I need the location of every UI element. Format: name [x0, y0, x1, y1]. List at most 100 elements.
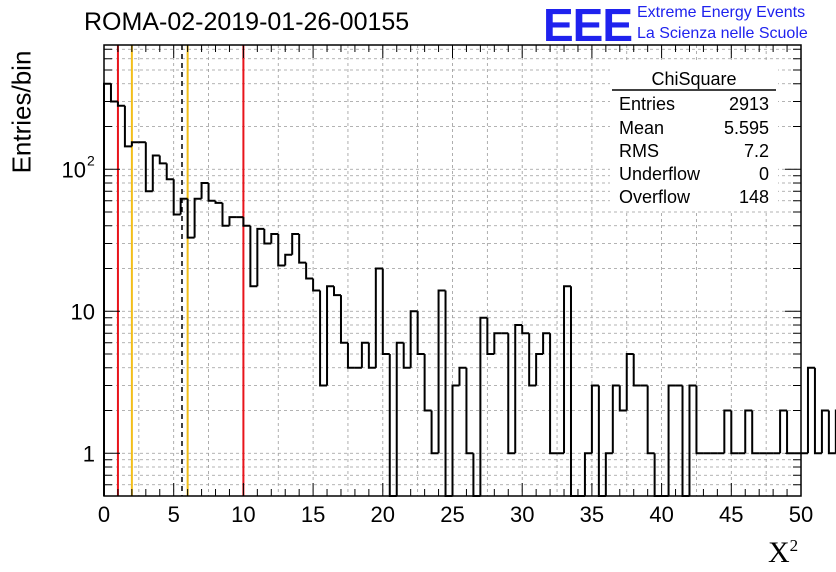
- histogram-bin: [611, 384, 620, 454]
- histogram-bin: [242, 217, 251, 227]
- histogram-bin: [298, 233, 307, 264]
- histogram-bin: [179, 197, 188, 215]
- histogram-bin: [326, 285, 335, 386]
- histogram-bin: [681, 385, 690, 497]
- histogram-bin: [333, 286, 341, 297]
- histogram-bin: [144, 142, 153, 193]
- histogram-bin: [388, 354, 397, 497]
- histogram-bin: [193, 197, 202, 238]
- histogram-bin: [779, 409, 788, 454]
- histogram-bin: [374, 267, 383, 368]
- histogram-bin: [458, 366, 467, 386]
- x-tick-label: 30: [510, 502, 534, 527]
- histogram-bin: [130, 141, 139, 147]
- histogram-bin: [563, 285, 571, 454]
- eee-logo-mark: EEE: [543, 0, 633, 51]
- x-axis-label-superscript: 2: [789, 536, 799, 555]
- stats-value-underflow: 0: [759, 164, 769, 184]
- histogram-bin: [165, 163, 174, 181]
- histogram-bin: [319, 290, 328, 387]
- histogram-bin: [625, 353, 634, 411]
- x-tick-label: 40: [649, 502, 673, 527]
- histogram-bin: [688, 384, 697, 496]
- histogram-bin: [723, 409, 732, 454]
- histogram-bin: [123, 105, 132, 148]
- x-tick-label: 50: [789, 502, 813, 527]
- histogram-bin: [186, 198, 195, 239]
- histogram-bin: [151, 154, 160, 192]
- stats-label-rms: RMS: [619, 141, 659, 161]
- x-tick-label: 20: [371, 502, 395, 527]
- histogram-bin: [646, 385, 655, 455]
- histogram-bin: [360, 341, 369, 368]
- histogram-bin: [493, 332, 502, 355]
- stats-box-background: [610, 62, 778, 210]
- histogram-bin: [270, 232, 279, 244]
- histogram-bin: [291, 232, 300, 255]
- histogram-bin: [116, 101, 125, 107]
- stats-value-entries: 2913: [729, 94, 769, 114]
- histogram-bin: [549, 333, 558, 455]
- histogram-bin: [786, 410, 795, 455]
- histogram-bin: [751, 410, 760, 455]
- logo-text-line2: La Scienza nelle Scuole: [637, 25, 808, 42]
- histogram-bin: [437, 289, 446, 454]
- x-tick-label: 35: [580, 502, 604, 527]
- histogram-bin: [214, 200, 223, 204]
- chart-title: ROMA-02-2019-01-26-00155: [84, 8, 410, 36]
- stats-label-overflow: Overflow: [619, 187, 691, 207]
- histogram-bin: [451, 384, 460, 496]
- histogram-bin: [277, 233, 286, 267]
- x-tick-labels: 0 5 10 15 20 25 30 35 40 45 50: [98, 502, 813, 527]
- histogram-bin: [695, 385, 704, 455]
- stats-label-mean: Mean: [619, 118, 664, 138]
- y-tick-label-10: 10: [71, 299, 95, 324]
- stats-box: ChiSquare Entries 2913 Mean 5.595 RMS 7.…: [610, 62, 778, 210]
- histogram-bin: [667, 384, 676, 496]
- histogram-bin: [820, 409, 829, 454]
- stats-value-rms: 7.2: [744, 141, 769, 161]
- histogram-bin: [339, 295, 348, 344]
- x-tick-label: 45: [719, 502, 743, 527]
- y-tick-label-1: 1: [83, 441, 95, 466]
- y-tick-label-100-base: 10: [62, 157, 86, 182]
- histogram-bin: [479, 316, 488, 496]
- histogram-bin: [542, 332, 551, 355]
- histogram-bin: [430, 410, 439, 455]
- histogram-bin: [263, 228, 272, 245]
- histogram-bin: [381, 268, 390, 356]
- histogram-bin: [200, 182, 209, 199]
- histogram-bin: [514, 324, 523, 454]
- histogram-bin: [827, 410, 836, 455]
- histogram-bin: [507, 333, 516, 455]
- histogram-bin: [158, 155, 167, 165]
- x-tick-label: 0: [98, 502, 110, 527]
- vertical-markers: [116, 45, 245, 496]
- histogram-bin: [813, 367, 822, 455]
- histogram-bin: [312, 278, 321, 292]
- x-axis-label: X2: [768, 536, 798, 570]
- histogram-bin: [367, 342, 376, 369]
- histogram-bin: [305, 262, 314, 280]
- stats-value-overflow: 148: [739, 187, 769, 207]
- histogram-bin: [416, 311, 425, 356]
- logo-text-line1: Extreme Energy Events: [637, 4, 806, 21]
- histogram-bin: [486, 317, 495, 356]
- histogram-bin: [604, 452, 613, 496]
- stats-label-entries: Entries: [619, 94, 675, 114]
- histogram-bin: [806, 366, 815, 454]
- histogram-bin: [346, 342, 355, 369]
- histogram-bin: [172, 179, 181, 216]
- x-tick-label: 25: [440, 502, 464, 527]
- y-tick-label-100-exponent: 2: [87, 152, 95, 168]
- histogram-bin: [256, 227, 265, 287]
- histogram-bin: [535, 353, 544, 386]
- histogram-bin: [744, 409, 753, 454]
- histogram-bin: [583, 452, 592, 496]
- x-axis-label-symbol: X: [768, 536, 790, 569]
- histogram-bin: [249, 225, 258, 288]
- x-tick-label: 15: [301, 502, 325, 527]
- histogram-bin: [109, 83, 118, 103]
- histogram-bin: [730, 410, 739, 455]
- histogram-bin: [207, 183, 216, 202]
